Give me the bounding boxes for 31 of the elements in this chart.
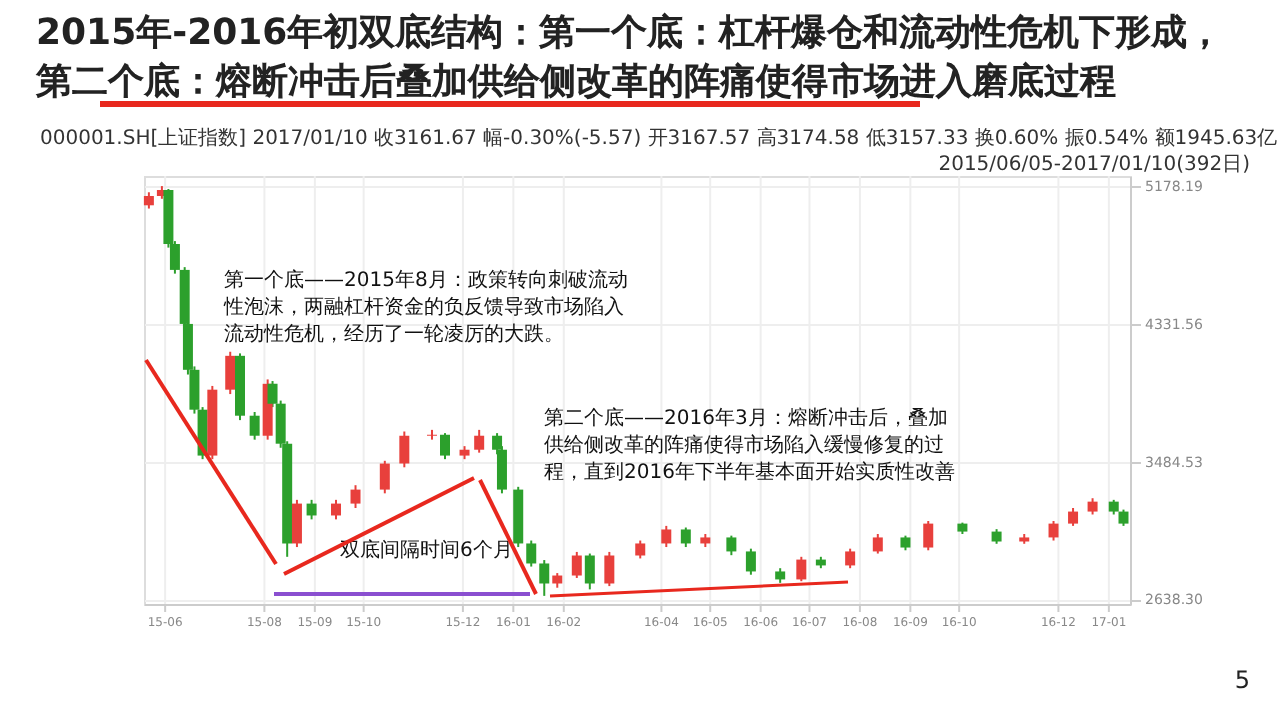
candlestick bbox=[399, 430, 410, 469]
candlestick bbox=[526, 539, 537, 568]
chart-title: 2015年-2016年初双底结构：第一个底：杠杆爆仓和流动性危机下形成，第二个底：熔断冲击后叠加供给侧改革的阵痛使得市场进入磨底过程 bbox=[34, 12, 1224, 103]
candlestick bbox=[796, 555, 807, 583]
candlestick bbox=[350, 484, 361, 509]
candlestick bbox=[306, 498, 317, 521]
candlestick bbox=[661, 524, 672, 549]
candlestick bbox=[249, 410, 260, 441]
annotation: 第二个底——2016年3月：熔断冲击后，叠加供给侧改革的阵痛使得市场陷入缓慢修复的过程，直到2016年下半年基本面开始实质性改善 bbox=[544, 406, 955, 484]
candlestick bbox=[539, 559, 550, 597]
candlestick bbox=[379, 459, 390, 495]
candlestick bbox=[726, 534, 737, 557]
text: 2015/06/05-2017/01/10(392日) bbox=[938, 154, 1251, 176]
candlestick bbox=[291, 498, 302, 549]
candlestick bbox=[225, 350, 236, 396]
candlestick bbox=[680, 526, 691, 549]
candlestick bbox=[845, 547, 856, 570]
text: 5 bbox=[1234, 666, 1250, 694]
candlestick bbox=[440, 432, 451, 461]
candlestick bbox=[426, 428, 437, 441]
candlestick bbox=[604, 550, 615, 588]
candlestick bbox=[923, 520, 934, 552]
candlestick bbox=[474, 428, 485, 454]
candlestick bbox=[584, 552, 595, 591]
annotation: 第一个底——2015年8月：政策转向刺破流动性泡沫，两融杠杆资金的负反馈导致市场陷入流动性危机，经历了一轮凌厉的大跌。 bbox=[222, 268, 628, 346]
candlestick bbox=[330, 498, 341, 521]
candlestick bbox=[745, 547, 756, 576]
text: 000001.SH[上证指数] 2017/01/10 收3161.67 幅-0.30%(-5.57) 开3167.57 高3174.58 低3157.33 换0.60% 振0.54% 额1945.63亿 bbox=[40, 126, 1278, 150]
candlestick bbox=[1048, 520, 1059, 542]
candlestick bbox=[872, 533, 883, 555]
candlestick bbox=[571, 550, 582, 579]
